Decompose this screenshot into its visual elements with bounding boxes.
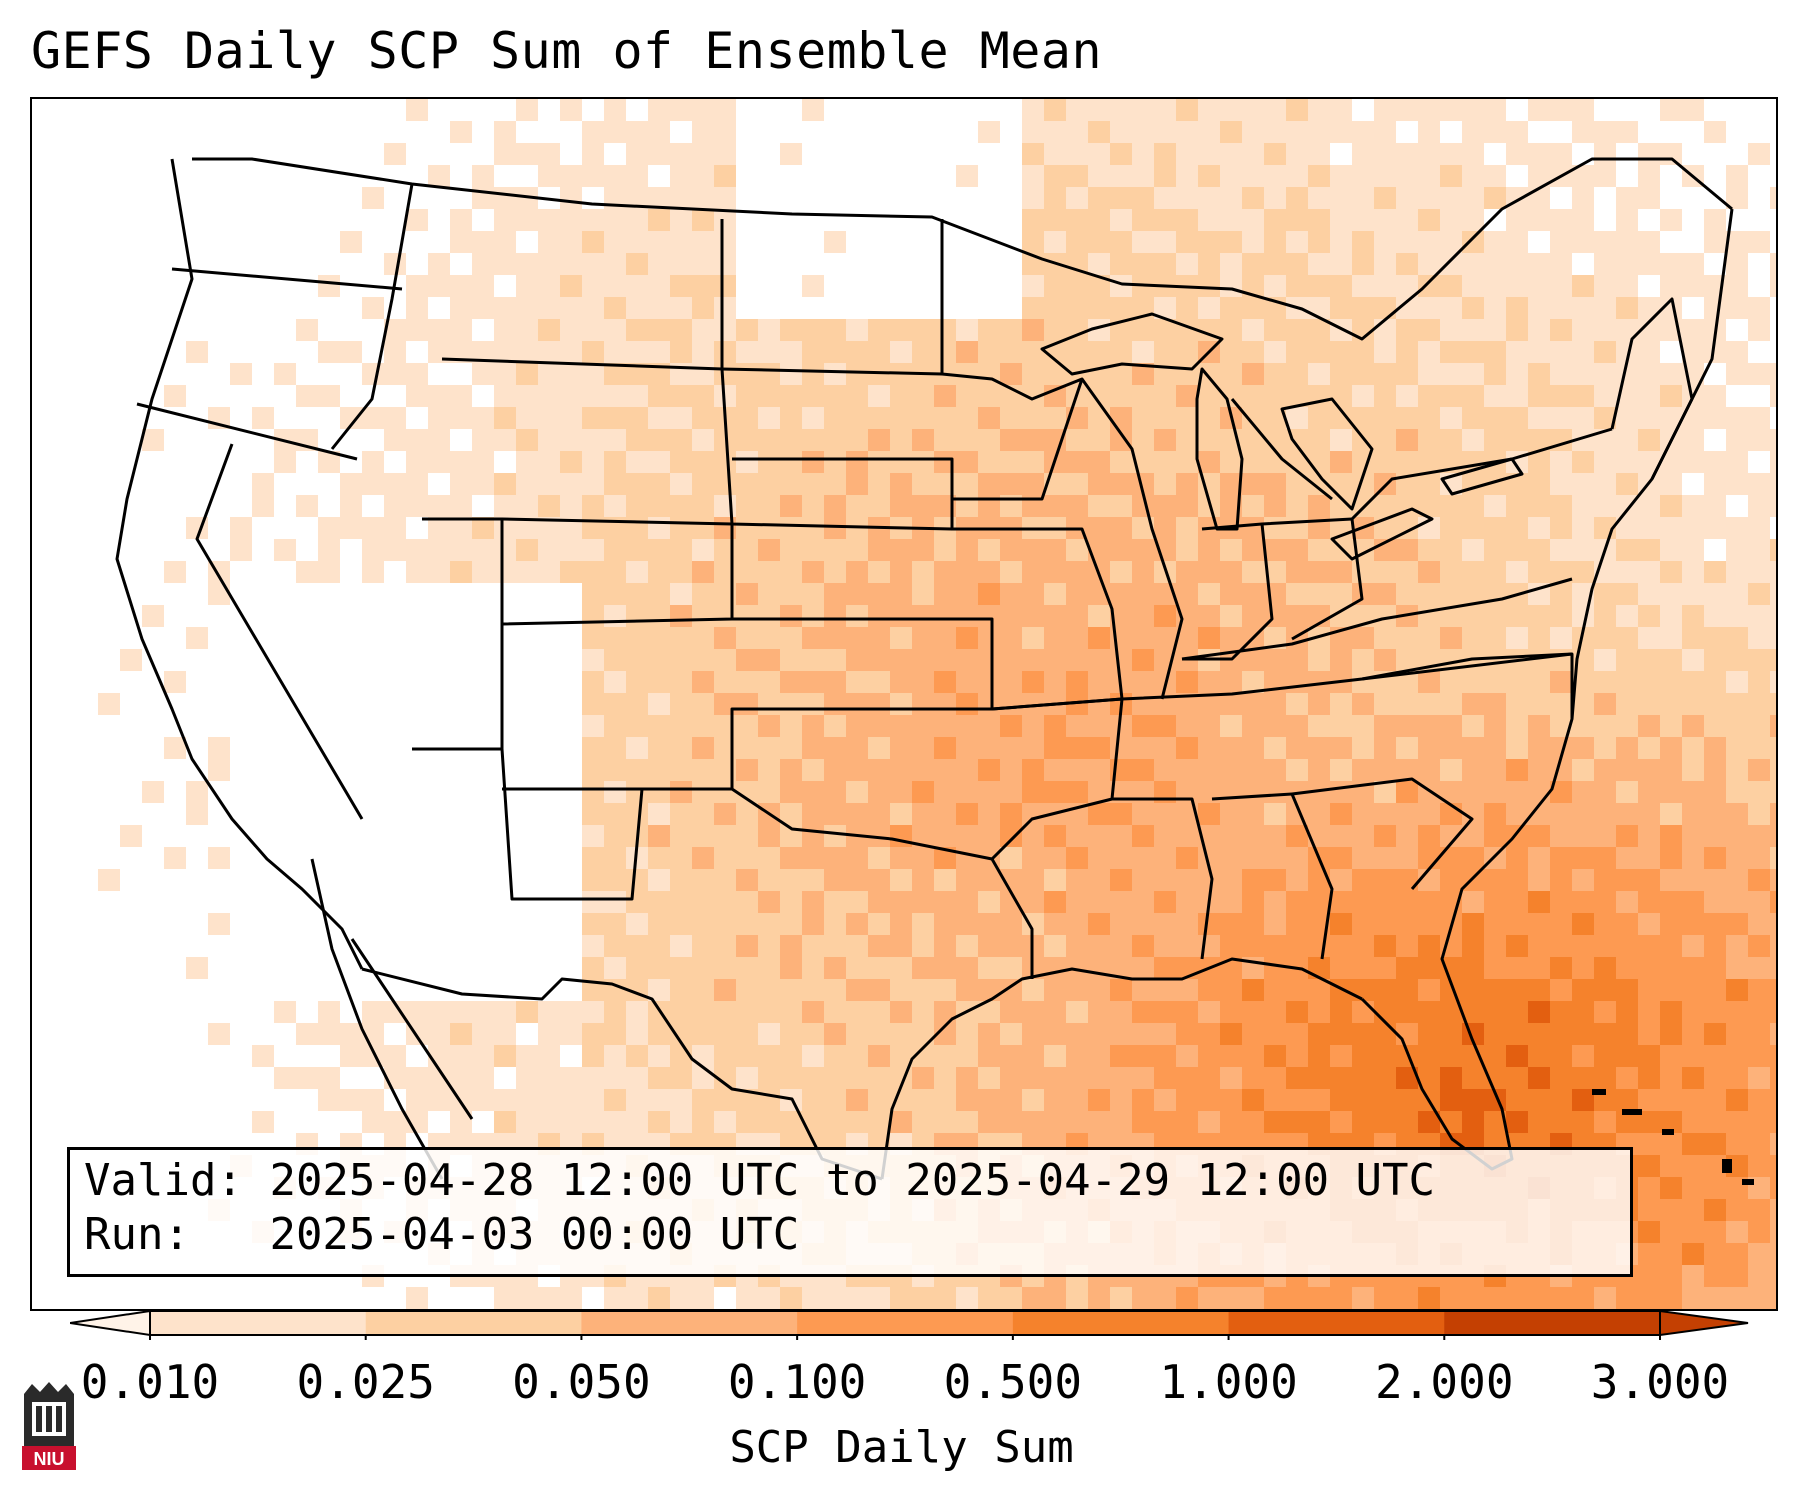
colorbar-tick-label: 0.050 bbox=[512, 1355, 651, 1409]
colorbar-label: SCP Daily Sum bbox=[729, 1422, 1074, 1473]
west-coast-outline bbox=[115, 158, 364, 970]
colorbar-tick-label: 0.010 bbox=[80, 1355, 220, 1409]
colorbar-segment bbox=[581, 1311, 798, 1335]
state-border-wa-or bbox=[171, 267, 403, 291]
run-time-value: 2025-04-03 00:00 UTC bbox=[269, 1209, 800, 1260]
valid-run-info-box: Valid: 2025-04-28 12:00 UTC to 2025-04-2… bbox=[67, 1147, 1633, 1277]
university-building-icon: NIU bbox=[22, 1382, 76, 1470]
scp-field-map bbox=[98, 99, 1776, 1309]
gulf-coast-outline bbox=[880, 957, 1363, 1180]
state-border-ga-sc bbox=[1291, 777, 1474, 890]
state-border-al-ga bbox=[1211, 792, 1334, 960]
valid-label: Valid: bbox=[84, 1155, 243, 1206]
colorbar-segment bbox=[797, 1311, 1014, 1335]
valid-time-row: Valid: 2025-04-28 12:00 UTC to 2025-04-2… bbox=[84, 1154, 1616, 1208]
colorbar-tick-label: 0.025 bbox=[296, 1355, 435, 1409]
state-border-tx-ok bbox=[642, 787, 1034, 979]
colorbar-segment bbox=[1012, 1311, 1230, 1335]
logo-text: NIU bbox=[34, 1449, 65, 1469]
state-border-wi-il bbox=[1080, 378, 1184, 700]
lake-erie-outline bbox=[1330, 507, 1434, 561]
state-border-new-england bbox=[1610, 297, 1694, 480]
state-border-mn-ia bbox=[941, 372, 1084, 501]
colorbar-tick-label: 3.000 bbox=[1590, 1355, 1730, 1409]
state-border-mt-wy bbox=[441, 219, 724, 371]
run-label: Run: bbox=[84, 1209, 190, 1260]
lake-ontario-outline bbox=[1440, 457, 1524, 496]
colorbar-segment bbox=[150, 1311, 367, 1335]
scp-shading-layer bbox=[98, 99, 1776, 1309]
lake-huron-outline bbox=[1280, 397, 1374, 511]
map-panel bbox=[30, 97, 1778, 1311]
valid-time-value: 2025-04-28 12:00 UTC to 2025-04-29 12:00… bbox=[269, 1155, 1436, 1206]
state-border-or-ca bbox=[136, 402, 358, 461]
colorbar-tick-label: 0.100 bbox=[727, 1355, 867, 1409]
state-border-oh-pa bbox=[1261, 517, 1364, 641]
state-border-co-ks bbox=[501, 517, 734, 626]
northern-border bbox=[192, 157, 1733, 341]
state-border-id-mt bbox=[330, 183, 414, 450]
colorbar-under-triangle bbox=[70, 1310, 151, 1337]
colorbar-frame bbox=[149, 1310, 1661, 1336]
colorbar-segment bbox=[1444, 1311, 1661, 1335]
map-title: GEFS Daily SCP Sum of Ensemble Mean bbox=[31, 22, 1103, 80]
state-border-ky-tn bbox=[1181, 577, 1573, 661]
state-border-ms-al bbox=[1112, 797, 1214, 960]
gulf-of-california-outline bbox=[350, 938, 474, 1120]
scp-colorbar bbox=[70, 1310, 1749, 1340]
state-border-pa-ny bbox=[1350, 427, 1613, 521]
caribbean-islands bbox=[1592, 1089, 1754, 1185]
state-border-in-oh bbox=[1182, 522, 1274, 661]
baja-outline bbox=[310, 858, 444, 1180]
state-border-mi bbox=[1230, 398, 1333, 501]
colorbar-tick-label: 1.000 bbox=[1159, 1355, 1298, 1409]
colorbar-segment bbox=[365, 1311, 582, 1335]
state-border-nv-west bbox=[195, 443, 364, 820]
lake-superior-outline bbox=[1040, 312, 1224, 376]
colorbar-tick-labels: 0.010 0.025 0.050 0.100 0.500 1.000 2.000 3.000 bbox=[0, 1355, 1803, 1415]
mexico-border bbox=[361, 967, 883, 1181]
state-borders-layer bbox=[115, 157, 1734, 1181]
state-border-nc-va bbox=[1361, 652, 1574, 719]
run-time-row: Run: 2025-04-03 00:00 UTC bbox=[84, 1208, 1616, 1262]
colorbar-over-triangle bbox=[1659, 1310, 1749, 1337]
colorbar-segment bbox=[1228, 1311, 1445, 1335]
east-coast-outline bbox=[1360, 208, 1734, 1171]
colorbar-tick-label: 0.500 bbox=[943, 1355, 1083, 1409]
colorbar-tick-label: 2.000 bbox=[1375, 1355, 1514, 1409]
state-border-az-nm bbox=[412, 747, 644, 901]
lake-michigan-outline bbox=[1195, 367, 1244, 531]
